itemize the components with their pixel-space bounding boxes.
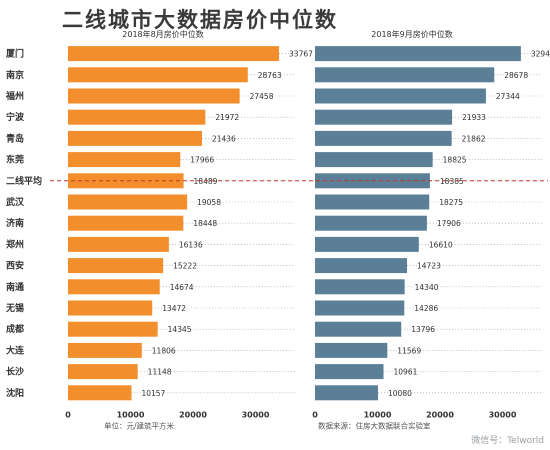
- bar: [68, 385, 132, 401]
- value-label: 13796: [411, 325, 435, 334]
- bar: [315, 194, 430, 210]
- value-label: 16610: [429, 240, 453, 249]
- value-label: 10080: [388, 389, 412, 398]
- bar: [315, 130, 452, 146]
- x-tick-label: 10000: [117, 410, 145, 419]
- bar: [315, 46, 521, 62]
- value-label: 11148: [148, 368, 172, 377]
- bar: [315, 215, 427, 231]
- bar: [68, 258, 164, 274]
- bar: [68, 194, 188, 210]
- x-tick-label: 20000: [426, 410, 454, 419]
- x-tick-label: 10000: [364, 410, 392, 419]
- category-label: 郑州: [6, 238, 24, 250]
- category-label: 沈阳: [6, 387, 24, 399]
- footnote-source: 数据来源：住房大数据联合实验室: [318, 420, 431, 430]
- category-label: 南通: [6, 281, 24, 293]
- value-label: 14340: [415, 283, 439, 292]
- bar: [315, 342, 388, 358]
- bar: [68, 215, 184, 231]
- value-label: 14345: [168, 325, 192, 334]
- bar: [315, 279, 405, 295]
- category-label: 厦门: [6, 48, 24, 60]
- value-label: 28678: [504, 71, 528, 80]
- value-label: 16136: [179, 240, 203, 249]
- value-label: 21436: [212, 134, 236, 143]
- category-label: 济南: [6, 217, 24, 229]
- value-label: 11806: [152, 346, 176, 355]
- bar: [315, 258, 408, 274]
- bar: [68, 46, 280, 62]
- bar: [68, 109, 206, 125]
- category-label: 无锡: [5, 302, 24, 314]
- bar: [315, 385, 378, 401]
- value-label: 10157: [141, 389, 165, 398]
- category-label: 成都: [6, 323, 24, 335]
- value-label: 14286: [414, 304, 438, 313]
- x-tick-label: 30000: [242, 410, 270, 419]
- value-label: 32942: [531, 50, 550, 59]
- x-tick-label: 30000: [489, 410, 517, 419]
- x-tick-label: 0: [65, 410, 71, 419]
- value-label: 14723: [417, 262, 441, 271]
- value-label: 10961: [394, 368, 418, 377]
- value-label: 21933: [462, 113, 486, 122]
- value-label: 17906: [437, 219, 461, 228]
- bar: [68, 342, 142, 358]
- value-label: 18275: [439, 198, 463, 207]
- x-tick-label: 0: [312, 410, 318, 419]
- value-label: 21972: [215, 113, 239, 122]
- bar: [315, 88, 486, 104]
- value-label: 13472: [162, 304, 186, 313]
- bar: [68, 88, 240, 104]
- value-label: 33767: [289, 50, 313, 59]
- bar: [68, 300, 153, 316]
- category-label: 东莞: [6, 154, 24, 166]
- value-label: 19058: [197, 198, 221, 207]
- chart-title: 二线城市大数据房价中位数: [62, 8, 338, 32]
- category-label: 大连: [6, 344, 25, 356]
- value-label: 15222: [173, 262, 197, 271]
- bar: [68, 236, 169, 252]
- bar: [68, 152, 181, 168]
- panel-subtitle: 2018年8月房价中位数: [122, 29, 203, 39]
- x-tick-label: 20000: [179, 410, 207, 419]
- bar: [315, 300, 405, 316]
- bar: [68, 130, 202, 146]
- bar: [315, 109, 453, 125]
- category-label: 福州: [5, 90, 24, 102]
- category-label: 西安: [6, 260, 24, 272]
- bar: [315, 67, 495, 83]
- bar: [315, 152, 433, 168]
- value-label: 27458: [250, 92, 274, 101]
- value-label: 21862: [462, 134, 486, 143]
- category-label: 二线平均: [6, 175, 42, 187]
- value-label: 27344: [496, 92, 520, 101]
- bar: [68, 279, 160, 295]
- bar: [68, 364, 138, 380]
- bar: [68, 173, 184, 189]
- bar: [315, 236, 419, 252]
- bar: [68, 67, 248, 83]
- category-label: 南京: [6, 69, 24, 81]
- value-label: 18825: [443, 156, 467, 165]
- category-label: 宁波: [6, 111, 25, 123]
- footnote-unit: 单位：元/建筑平方米: [104, 420, 175, 430]
- value-label: 14674: [170, 283, 194, 292]
- bar: [315, 364, 384, 380]
- bar: [315, 321, 402, 337]
- value-label: 28763: [258, 71, 282, 80]
- value-label: 11569: [397, 346, 421, 355]
- bar: [68, 321, 158, 337]
- category-label: 青岛: [6, 132, 24, 144]
- watermark: 微信号：Telworld: [471, 436, 544, 446]
- value-label: 17966: [190, 156, 214, 165]
- panel-subtitle: 2018年9月房价中位数: [371, 29, 452, 39]
- value-label: 18448: [193, 219, 217, 228]
- category-label: 武汉: [6, 196, 25, 208]
- category-label: 长沙: [6, 366, 24, 378]
